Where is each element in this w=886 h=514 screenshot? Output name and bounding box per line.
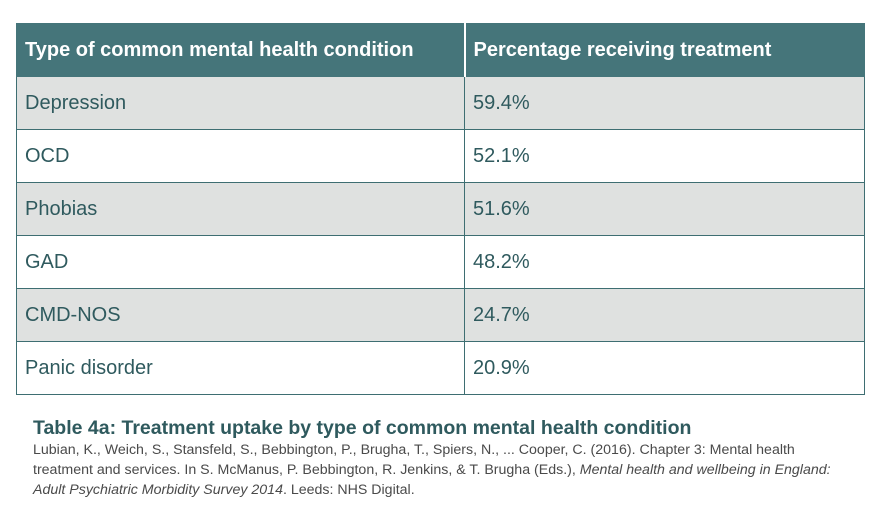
percentage-cell: 20.9%: [464, 341, 865, 395]
table-row: Depression 59.4%: [16, 76, 865, 130]
condition-cell: Depression: [16, 76, 465, 130]
table-row: GAD 48.2%: [16, 235, 865, 289]
table-row: Phobias 51.6%: [16, 182, 865, 236]
table-row: OCD 52.1%: [16, 129, 865, 183]
caption-reference: Lubian, K., Weich, S., Stansfeld, S., Be…: [33, 440, 853, 500]
table-body: Depression 59.4% OCD 52.1% Phobias 51.6%…: [16, 76, 865, 395]
condition-cell: GAD: [16, 235, 465, 289]
table-row: CMD-NOS 24.7%: [16, 288, 865, 342]
reference-publisher: . Leeds: NHS Digital.: [282, 482, 415, 498]
condition-cell: Phobias: [16, 182, 465, 236]
percentage-cell: 59.4%: [464, 76, 865, 130]
table-caption: Table 4a: Treatment uptake by type of co…: [33, 416, 853, 500]
column-header-condition: Type of common mental health condition: [16, 23, 465, 77]
percentage-cell: 51.6%: [464, 182, 865, 236]
treatment-uptake-table: Type of common mental health condition P…: [16, 23, 865, 395]
percentage-cell: 52.1%: [464, 129, 865, 183]
data-table-container: Type of common mental health condition P…: [16, 23, 865, 395]
percentage-cell: 48.2%: [464, 235, 865, 289]
condition-cell: OCD: [16, 129, 465, 183]
percentage-cell: 24.7%: [464, 288, 865, 342]
condition-cell: Panic disorder: [16, 341, 465, 395]
condition-cell: CMD-NOS: [16, 288, 465, 342]
header-row: Type of common mental health condition P…: [16, 23, 865, 77]
table-header: Type of common mental health condition P…: [16, 23, 865, 77]
column-header-percentage: Percentage receiving treatment: [463, 23, 865, 77]
caption-title: Table 4a: Treatment uptake by type of co…: [33, 417, 692, 439]
reference-text: Lubian, K., Weich, S., Stansfeld, S., Be…: [33, 442, 795, 478]
table-row: Panic disorder 20.9%: [16, 341, 865, 395]
reference-book-title: Mental health and wellbeing in England: …: [33, 462, 831, 498]
